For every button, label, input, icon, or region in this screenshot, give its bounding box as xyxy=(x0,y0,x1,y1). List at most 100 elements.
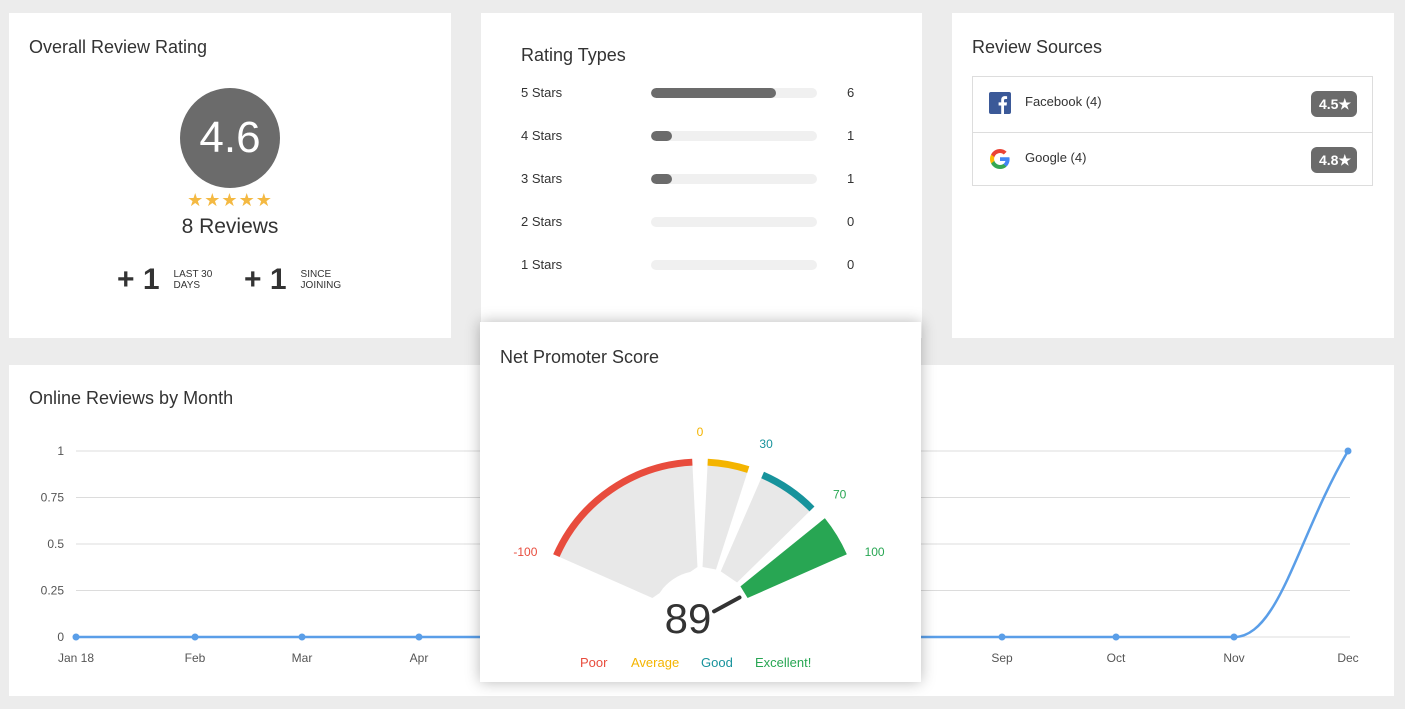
review-sources-list: Facebook (4) 4.5★ Google (4) 4.8★ xyxy=(972,76,1373,186)
overall-rating-title: Overall Review Rating xyxy=(29,37,208,57)
source-rating-badge-facebook: 4.5★ xyxy=(1310,91,1357,117)
gauge-segment xyxy=(702,459,750,570)
source-name-google: Google (4) xyxy=(1025,150,1087,165)
rating-type-label: 1 Stars xyxy=(521,257,563,272)
nps-score-value: 89 xyxy=(665,595,712,642)
rating-type-row: 2 Stars 0 xyxy=(521,212,861,232)
nps-gauge: 89 -100 0 30 70 100 xyxy=(513,425,885,652)
rating-type-count: 1 xyxy=(847,171,855,186)
reviews-by-month-title: Online Reviews by Month xyxy=(29,388,234,408)
star-icon: ★ xyxy=(1338,152,1351,168)
google-icon xyxy=(990,149,1010,169)
source-rating-badge-google: 4.8★ xyxy=(1310,147,1357,173)
rating-types-card: Rating Types 5 Stars 6 4 Stars 1 3 Stars 1 2 S… xyxy=(481,13,922,338)
gauge-hub xyxy=(652,571,748,652)
rating-type-label: 4 Stars xyxy=(521,128,563,143)
review-sources-card: Review Sources Facebook (4) 4.5★ Google … xyxy=(952,13,1394,338)
source-row-facebook[interactable]: Facebook (4) 4.5★ xyxy=(973,77,1372,131)
delta-since-joining-value: + 1 xyxy=(244,263,287,296)
rating-type-row: 3 Stars 1 xyxy=(521,169,861,189)
data-point[interactable] xyxy=(191,633,199,641)
star-rating-icons: ★★★★★ xyxy=(187,190,273,210)
delta-last-30-value: + 1 xyxy=(117,263,160,296)
rating-type-count: 0 xyxy=(847,214,855,229)
gauge-arc xyxy=(819,518,847,558)
gauge-tick-label: 0 xyxy=(697,425,704,439)
overall-score-circle: 4.6 xyxy=(180,88,280,188)
y-tick-label: 0.75 xyxy=(41,491,65,505)
data-point[interactable] xyxy=(72,633,80,641)
y-tick-label: 0.5 xyxy=(47,537,64,551)
gauge-tick-label: 70 xyxy=(833,488,847,502)
rating-type-bar-track xyxy=(651,131,817,141)
rating-type-label: 3 Stars xyxy=(521,171,563,186)
rating-type-bar-track xyxy=(651,217,817,227)
gauge-arc xyxy=(707,458,750,473)
gauge-tick-label: -100 xyxy=(513,545,537,559)
x-tick-label: Dec xyxy=(1337,651,1358,665)
x-tick-label: Feb xyxy=(185,651,206,665)
rating-type-row: 5 Stars 6 xyxy=(521,83,861,103)
nps-legend-item: Excellent! xyxy=(755,655,812,670)
rating-type-count: 6 xyxy=(847,85,855,100)
source-rating-facebook: 4.5 xyxy=(1318,96,1339,112)
rating-type-bar-fill xyxy=(651,131,672,141)
rating-type-bar-fill xyxy=(651,88,776,98)
source-rating-google: 4.8 xyxy=(1318,152,1339,168)
gauge-segment xyxy=(553,459,698,599)
gauge-arc xyxy=(553,458,693,558)
nps-title: Net Promoter Score xyxy=(500,347,660,367)
delta-last-30-label-line1: LAST 30 xyxy=(173,269,213,280)
delta-since-joining-label-line2: JOINING xyxy=(300,280,342,291)
rating-types-title: Rating Types xyxy=(521,45,626,65)
rating-type-bar-track xyxy=(651,88,817,98)
nps-legend-item: Average xyxy=(631,655,680,670)
data-point[interactable] xyxy=(1112,633,1120,641)
x-tick-label: Jan 18 xyxy=(58,651,94,665)
nps-legend-item: Good xyxy=(701,655,733,670)
y-tick-label: 1 xyxy=(57,444,64,458)
nps-card: Net Promoter Score 89 -100 0 30 70 100 Poor Av… xyxy=(480,322,921,682)
rating-type-label: 5 Stars xyxy=(521,85,563,100)
gauge-needle xyxy=(712,595,742,614)
rating-type-bar-track xyxy=(651,174,817,184)
delta-since-joining: + 1 SINCE JOINING xyxy=(244,263,341,297)
data-point[interactable] xyxy=(298,633,306,641)
y-tick-label: 0 xyxy=(57,630,64,644)
gauge-segment xyxy=(720,472,815,583)
delta-since-joining-label: SINCE JOINING xyxy=(301,269,342,291)
data-point[interactable] xyxy=(415,633,423,641)
delta-last-30-label-line2: DAYS xyxy=(173,280,201,291)
source-row-google[interactable]: Google (4) 4.8★ xyxy=(973,132,1372,187)
review-count: 8 Reviews xyxy=(181,215,279,238)
rating-type-count: 1 xyxy=(847,128,855,143)
x-tick-label: Oct xyxy=(1107,651,1126,665)
x-tick-label: Sep xyxy=(991,651,1013,665)
delta-last-30-label: LAST 30 DAYS xyxy=(174,269,213,291)
gauge-segment xyxy=(740,518,847,599)
star-icon: ★ xyxy=(1338,96,1351,112)
rating-type-row: 1 Stars 0 xyxy=(521,255,861,275)
nps-legend-item: Poor xyxy=(580,655,608,670)
gauge-tick-label: 30 xyxy=(759,437,773,451)
rating-type-label: 2 Stars xyxy=(521,214,563,229)
rating-type-bar-track xyxy=(651,260,817,270)
data-point[interactable] xyxy=(998,633,1006,641)
source-name-facebook: Facebook (4) xyxy=(1025,94,1102,109)
x-tick-label: Mar xyxy=(292,651,313,665)
data-point[interactable] xyxy=(1344,447,1352,455)
gauge-tick-label: 100 xyxy=(865,545,885,559)
gauge-arc xyxy=(761,471,815,512)
rating-type-row: 4 Stars 1 xyxy=(521,126,861,146)
data-point[interactable] xyxy=(1230,633,1238,641)
x-tick-label: Apr xyxy=(410,651,429,665)
overall-rating-card: Overall Review Rating 4.6 ★★★★★ 8 Review… xyxy=(9,13,451,338)
delta-since-joining-label-line1: SINCE xyxy=(300,269,332,280)
x-tick-label: Nov xyxy=(1223,651,1244,665)
rating-type-count: 0 xyxy=(847,257,855,272)
facebook-icon xyxy=(989,92,1011,114)
y-tick-label: 0.25 xyxy=(41,584,65,598)
delta-last-30-days: + 1 LAST 30 DAYS xyxy=(117,263,212,297)
review-sources-title: Review Sources xyxy=(972,37,1103,57)
rating-type-bar-fill xyxy=(651,174,672,184)
